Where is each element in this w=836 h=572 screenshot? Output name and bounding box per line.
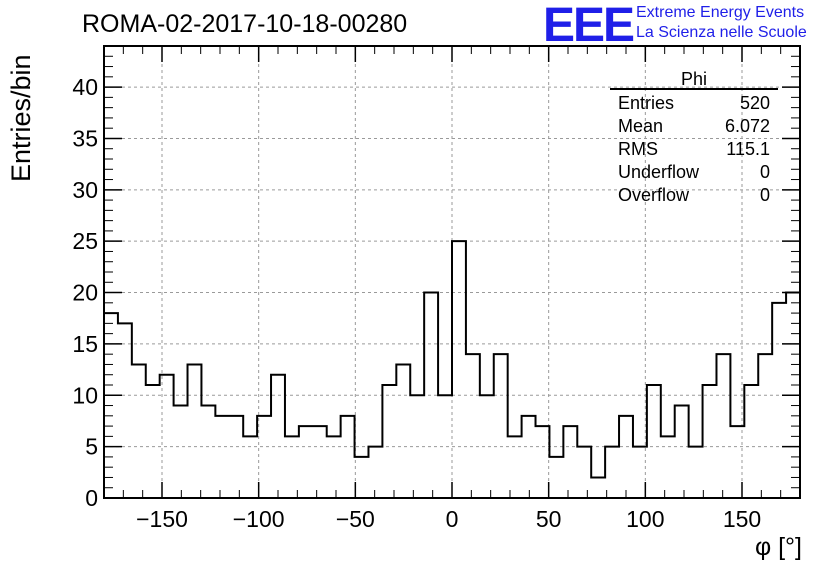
histogram-bin — [577, 447, 591, 498]
y-tick-label: 20 — [72, 280, 98, 306]
y-tick-label: 5 — [85, 434, 98, 460]
histogram-bin — [368, 447, 382, 498]
histogram-bin — [355, 457, 369, 498]
stats-label: RMS — [618, 139, 658, 159]
histogram-bin — [271, 375, 285, 498]
x-tick-label: 50 — [536, 506, 562, 532]
histogram-bin — [243, 436, 257, 498]
y-axis-label: Entries/bin — [6, 54, 36, 182]
eee-logo: EEE — [543, 0, 635, 52]
axis-ticks — [103, 45, 801, 499]
histogram-bin — [229, 416, 243, 498]
stats-value: 6.072 — [724, 116, 770, 136]
histogram-bin — [508, 436, 522, 498]
stats-row-mean: Mean 6.072 — [610, 115, 778, 138]
histogram-bin — [201, 406, 215, 498]
histogram-bin — [563, 426, 577, 498]
histogram-bin — [744, 385, 758, 498]
x-tick-label: −50 — [336, 506, 375, 532]
histogram-bin — [480, 395, 494, 498]
x-axis-label: φ [°] — [754, 533, 802, 561]
histogram-bin — [299, 426, 313, 498]
run-title: ROMA-02-2017-10-18-00280 — [82, 10, 408, 38]
y-tick-label: 25 — [72, 228, 98, 254]
stats-label: Mean — [618, 116, 664, 136]
stats-value: 115.1 — [726, 139, 770, 159]
histogram-bin — [536, 426, 550, 498]
y-tick-label: 30 — [72, 177, 98, 203]
y-tick-label: 0 — [85, 485, 98, 511]
histogram-bin — [549, 457, 563, 498]
histogram-bin — [619, 416, 633, 498]
histogram-bin — [313, 426, 327, 498]
histogram-bin — [341, 416, 355, 498]
histogram-bin — [132, 364, 146, 498]
histogram-bin — [327, 436, 341, 498]
stats-value: 0 — [759, 162, 770, 182]
histogram-bin — [215, 416, 229, 498]
logo-subtitle-line-2: La Scienza nelle Scuole — [636, 24, 807, 41]
histogram-outline — [104, 240, 800, 479]
histogram-bin — [772, 303, 786, 498]
histogram-bin — [396, 364, 410, 498]
histogram-bin — [494, 354, 508, 498]
histogram-bin — [758, 354, 772, 498]
histogram-bin — [522, 416, 536, 498]
x-tick-label: −100 — [233, 506, 285, 532]
histogram-bin — [146, 385, 160, 498]
stats-row-rms: RMS 115.1 — [610, 138, 778, 161]
histogram-bin — [647, 385, 661, 498]
histogram-bin — [689, 447, 703, 498]
histogram-bin — [661, 436, 675, 498]
logo-subtitle-line-1: Extreme Energy Events — [636, 4, 805, 21]
stats-label: Underflow — [618, 162, 700, 182]
histogram-bin — [188, 364, 202, 498]
histogram-bin — [118, 323, 132, 498]
y-tick-label: 15 — [72, 331, 98, 357]
y-tick-label: 40 — [72, 74, 98, 100]
tick-labels: 0 5 10 15 20 25 30 35 40 −150 −100 −50 0 50 100 150 — [72, 74, 761, 532]
stats-label: Entries — [618, 93, 675, 113]
histogram-bin — [591, 477, 605, 498]
histogram-bin — [285, 436, 299, 498]
histogram-bin — [452, 241, 466, 498]
stats-row-overflow: Overflow 0 — [610, 184, 778, 207]
histogram-bin — [605, 447, 619, 498]
histogram-bin — [703, 385, 717, 498]
x-tick-label: 0 — [446, 506, 459, 532]
histogram-bin — [675, 406, 689, 498]
x-tick-label: 100 — [626, 506, 664, 532]
stats-row-entries: Entries 520 — [610, 92, 778, 115]
stats-row-underflow: Underflow 0 — [610, 161, 778, 184]
stats-title: Phi — [610, 68, 778, 90]
histogram-bin — [174, 406, 188, 498]
stats-box: Phi Entries 520 Mean 6.072 RMS 115.1 Und… — [610, 68, 778, 207]
y-tick-label: 35 — [72, 125, 98, 151]
stats-value: 520 — [739, 93, 770, 113]
y-tick-label: 10 — [72, 382, 98, 408]
histogram-bin — [382, 385, 396, 498]
histogram-bin — [466, 354, 480, 498]
stats-label: Overflow — [618, 185, 690, 205]
plot-frame — [103, 45, 801, 499]
x-tick-label: 150 — [723, 506, 761, 532]
x-tick-label: −150 — [136, 506, 188, 532]
histogram-bin — [716, 354, 730, 498]
stats-value: 0 — [759, 185, 770, 205]
